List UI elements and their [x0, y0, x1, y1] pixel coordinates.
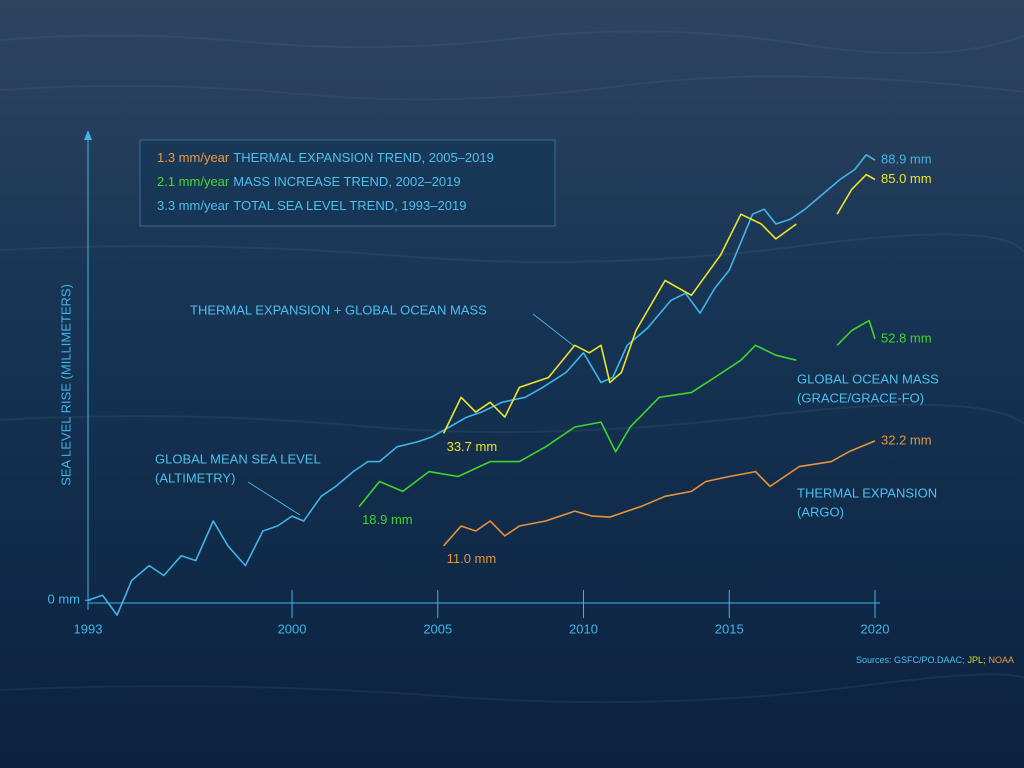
series-source: (GRACE/GRACE-FO)	[797, 390, 924, 405]
value-label: 85.0 mm	[881, 171, 932, 186]
value-label: 52.8 mm	[881, 330, 932, 345]
legend-rate: 1.3 mm/year	[157, 150, 230, 165]
x-tick-label: 2005	[423, 621, 452, 636]
series-line	[443, 440, 876, 547]
series-source: (ALTIMETRY)	[155, 470, 235, 485]
legend-entry: 1.3 mm/year THERMAL EXPANSION TREND, 2005…	[157, 150, 494, 165]
legend-rate: 2.1 mm/year	[157, 174, 230, 189]
legend-entry: 2.1 mm/year MASS INCREASE TREND, 2002–201…	[157, 174, 461, 189]
x-tick-label: 1993	[74, 621, 103, 636]
waves	[0, 30, 1024, 704]
leader-line	[247, 481, 301, 516]
legend-box	[139, 139, 556, 227]
series-name: GLOBAL OCEAN MASS	[797, 371, 939, 386]
series-name: THERMAL EXPANSION	[797, 485, 937, 500]
value-label: 32.2 mm	[881, 432, 932, 447]
legend-entry: 3.3 mm/year TOTAL SEA LEVEL TREND, 1993–2…	[157, 198, 466, 213]
value-label: 18.9 mm	[362, 512, 413, 527]
source: NOAA	[988, 655, 1014, 665]
x-tick-label: 2020	[861, 621, 890, 636]
leader-line	[532, 313, 575, 347]
series-line	[442, 173, 876, 434]
value-label: 11.0 mm	[447, 551, 497, 566]
y-axis-arrow	[84, 130, 92, 140]
legend-rate: 3.3 mm/year	[157, 198, 230, 213]
source: Sources: GSFC/PO.DAAC;	[856, 655, 965, 665]
series-name: GLOBAL MEAN SEA LEVEL	[155, 451, 321, 466]
x-tick-label: 2015	[715, 621, 744, 636]
x-tick-label: 2010	[569, 621, 598, 636]
series-source: (ARGO)	[797, 504, 844, 519]
source: JPL;	[967, 655, 985, 665]
x-tick-label: 2000	[278, 621, 307, 636]
sources: Sources: GSFC/PO.DAAC; JPL; NOAA	[856, 655, 1014, 665]
legend-label: TOTAL SEA LEVEL TREND, 1993–2019	[233, 198, 466, 213]
series-line	[358, 319, 876, 508]
value-label: 88.9 mm	[881, 152, 932, 167]
series-line	[87, 154, 876, 616]
y-axis-label: SEA LEVEL RISE (MILLIMETERS)	[58, 284, 73, 486]
y-tick-label: 0 mm	[48, 592, 81, 607]
series-name: THERMAL EXPANSION + GLOBAL OCEAN MASS	[190, 302, 487, 317]
legend-label: MASS INCREASE TREND, 2002–2019	[233, 174, 460, 189]
legend-label: THERMAL EXPANSION TREND, 2005–2019	[233, 150, 494, 165]
value-label: 33.7 mm	[447, 439, 498, 454]
